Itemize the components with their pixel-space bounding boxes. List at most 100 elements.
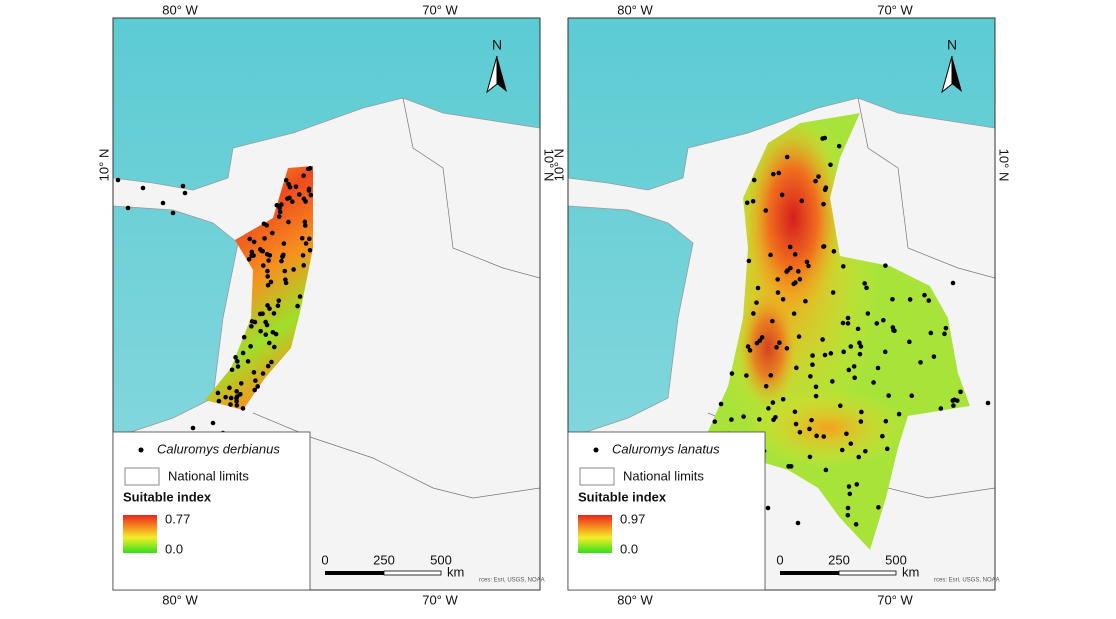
occurrence-point [791, 311, 797, 316]
occurrence-point [276, 214, 282, 219]
occurrence-point [228, 402, 233, 407]
legend-max: 0.97 [620, 511, 645, 526]
occurrence-point [268, 279, 274, 285]
occurrence-point [279, 202, 284, 207]
occurrence-point [810, 353, 815, 358]
occurrence-point [301, 173, 306, 178]
scale-bar-white [838, 570, 897, 576]
occurrence-point [255, 384, 260, 389]
legend-index-title: Suitable index [578, 489, 667, 504]
occurrence-point [816, 174, 821, 179]
occurrence-point [875, 365, 881, 371]
occurrence-point [234, 389, 239, 394]
occurrence-point [305, 166, 311, 172]
occurrence-point [215, 390, 221, 396]
map-frame [112, 17, 541, 591]
occurrence-point [821, 201, 826, 207]
occurrence-point [227, 385, 232, 391]
occurrence-point [277, 209, 283, 215]
occurrence-point [942, 331, 947, 337]
occurrence-point [291, 267, 296, 272]
legend-gradient [123, 515, 157, 553]
national-border [857, 97, 995, 279]
occurrence-point [260, 371, 266, 376]
occurrence-point [210, 420, 216, 426]
occurrence-point [303, 199, 308, 204]
legend-species: Caluromys derbianus [157, 441, 280, 456]
occurrence-point [281, 252, 286, 258]
coord-label-bottom: 70° W [877, 592, 913, 607]
occurrence-point [784, 269, 789, 274]
occurrence-point [775, 290, 781, 295]
occurrence-point [285, 196, 290, 201]
occurrence-point [794, 365, 799, 371]
occurrence-point [806, 263, 811, 269]
occurrence-point [851, 364, 857, 369]
occurrence-point [766, 406, 771, 411]
occurrence-point [265, 274, 271, 279]
occurrence-point [918, 360, 923, 365]
occurrence-point [160, 200, 166, 206]
occurrence-point [270, 230, 275, 236]
occurrence-point [235, 359, 240, 364]
occurrence-point [265, 282, 271, 288]
occurrence-point [813, 178, 818, 184]
occurrence-point [857, 340, 862, 346]
occurrence-point [938, 406, 944, 411]
occurrence-point [793, 421, 799, 427]
coord-label-bottom: 80° W [162, 592, 198, 607]
occurrence-point [279, 258, 284, 264]
occurrence-point [246, 256, 252, 262]
occurrence-point [845, 512, 851, 518]
occurrence-point [859, 409, 864, 415]
occurrence-point [796, 334, 802, 339]
occurrence-point [876, 505, 881, 510]
occurrence-point [855, 326, 861, 332]
occurrence-point [261, 263, 266, 268]
occurrence-point [267, 253, 273, 258]
occurrence-point [788, 265, 793, 271]
occurrence-point [803, 298, 808, 304]
scale-label: 0 [776, 552, 783, 567]
occurrence-point [856, 454, 862, 460]
occurrence-point [814, 433, 819, 439]
suitability-hot [738, 288, 798, 408]
occurrence-point [792, 409, 798, 415]
occurrence-point [253, 378, 258, 383]
map-panel: N Caluromys lanatus National limits Suitabl… [551, 2, 1011, 607]
occurrence-point [306, 236, 312, 242]
occurrence-point [862, 281, 867, 286]
occurrence-point [792, 252, 798, 257]
occurrence-point [299, 235, 305, 241]
occurrence-point [245, 359, 251, 364]
occurrence-point [804, 259, 810, 265]
occurrence-point [821, 434, 827, 439]
occurrence-point [263, 332, 269, 337]
scale-label: 250 [828, 552, 850, 567]
occurrence-point [791, 281, 797, 287]
occurrence-point [828, 162, 833, 168]
occurrence-point [773, 414, 778, 420]
occurrence-point [952, 397, 957, 403]
occurrence-point [771, 171, 776, 177]
occurrence-point [140, 185, 146, 191]
scale-label: 500 [885, 552, 907, 567]
occurrence-point [266, 258, 271, 263]
occurrence-point [751, 311, 756, 316]
occurrence-point [845, 505, 851, 511]
occurrence-point [775, 277, 781, 282]
occurrence-point [260, 248, 266, 254]
occurrence-point [820, 136, 825, 141]
occurrence-point [890, 325, 896, 330]
occurrence-point [257, 311, 263, 317]
occurrence-point [747, 348, 753, 353]
occurrence-point [286, 219, 291, 225]
legend-limits-swatch [579, 467, 615, 486]
national-border [402, 97, 540, 279]
legend-index-title: Suitable index [123, 489, 212, 504]
occurrence-point [922, 292, 927, 298]
scale-label: 0 [321, 552, 328, 567]
occurrence-point [302, 223, 308, 228]
occurrence-point [293, 184, 299, 189]
attribution: rces: Esri, USGS, NOAA [479, 578, 545, 584]
